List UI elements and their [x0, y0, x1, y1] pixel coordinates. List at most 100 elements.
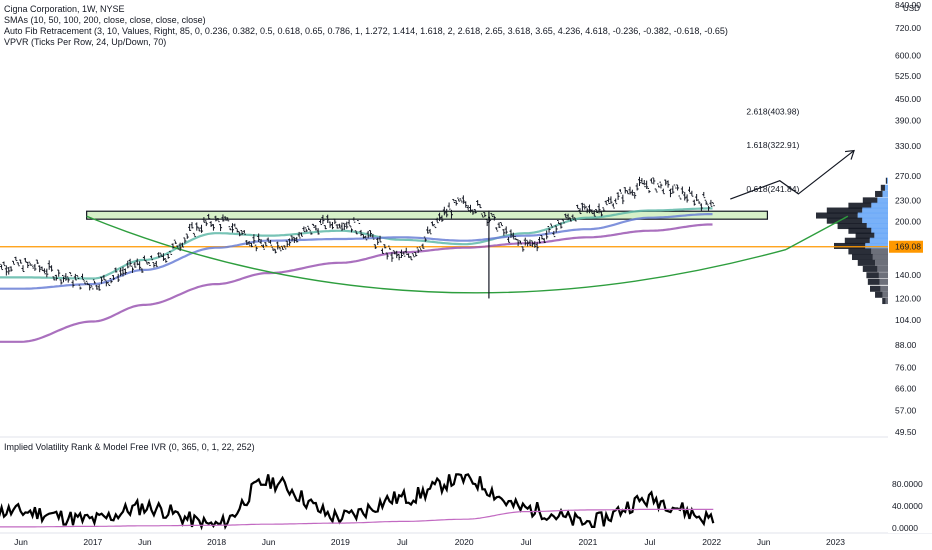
- vpvr-bin-down: [875, 291, 883, 298]
- vpvr-bin-up: [884, 184, 888, 191]
- time-tick-label: 2023: [826, 537, 845, 547]
- price-bar: [190, 222, 194, 229]
- price-bar: [376, 237, 380, 245]
- price-bar: [461, 195, 465, 204]
- price-bar: [454, 200, 458, 206]
- price-bar: [204, 220, 208, 227]
- price-bar: [657, 183, 661, 188]
- price-bar: [676, 184, 680, 191]
- vpvr-bin-down: [852, 253, 873, 261]
- price-bar: [597, 203, 601, 214]
- price-bar: [687, 186, 691, 194]
- price-bar: [307, 225, 311, 230]
- price-bar: [464, 201, 468, 208]
- vpvr-bin-down: [826, 217, 863, 224]
- price-bar: [304, 227, 308, 232]
- price-bar: [11, 260, 15, 265]
- price-tick-label: 140.00: [895, 270, 921, 280]
- vpvr-bin-down: [826, 207, 863, 214]
- price-bar: [259, 239, 263, 246]
- price-bar: [526, 239, 530, 247]
- price-bar: [433, 224, 437, 229]
- vpvr-bin-down: [862, 265, 878, 272]
- price-bar: [147, 261, 151, 266]
- vpvr-bin-down: [848, 227, 872, 234]
- price-bar: [309, 230, 313, 235]
- price-bar: [19, 259, 23, 264]
- price-bar: [419, 246, 423, 251]
- price-bar: [154, 260, 158, 267]
- vpvr-bin-up: [875, 259, 888, 266]
- price-bars: [0, 176, 715, 299]
- price-bar: [592, 210, 596, 217]
- price-bar: [626, 190, 630, 195]
- price-bar: [347, 219, 351, 227]
- price-bar: [176, 245, 180, 250]
- price-bar: [507, 236, 511, 243]
- price-bar: [150, 255, 154, 261]
- ivr-axis: 80.0000 40.0000 0.0000: [892, 479, 923, 533]
- vpvr-bin-down: [848, 202, 872, 209]
- price-bar: [352, 217, 356, 223]
- vpvr-bin-up: [872, 253, 888, 261]
- price-bar: [523, 237, 527, 246]
- price-bar: [399, 249, 403, 258]
- price-bar: [7, 267, 11, 275]
- price-bar: [521, 246, 525, 252]
- price-bar: [200, 224, 204, 233]
- price-bar: [416, 247, 420, 254]
- price-bar: [566, 213, 570, 221]
- price-bar: [430, 221, 434, 227]
- vpvr-bin-down: [834, 242, 866, 249]
- price-bar: [47, 260, 51, 270]
- price-bar: [261, 244, 265, 250]
- fib-level-label: 2.618(403.98): [746, 106, 799, 116]
- price-bar: [457, 197, 461, 202]
- price-bar: [511, 232, 515, 240]
- price-bar: [366, 230, 370, 239]
- time-tick-label: 2022: [702, 537, 721, 547]
- price-bar: [599, 211, 603, 217]
- price-bar: [576, 204, 580, 210]
- price-bar: [635, 183, 639, 191]
- price-bar: [668, 188, 672, 198]
- price-bar: [178, 242, 182, 252]
- price-bar: [533, 241, 537, 248]
- ivr-line: [0, 473, 715, 531]
- price-bar: [54, 274, 58, 281]
- price-bar: [131, 265, 135, 273]
- price-tick-label: 57.00: [895, 406, 917, 416]
- fib-level-label: 1.618(322.91): [746, 140, 799, 150]
- vpvr-bin-down: [857, 259, 876, 266]
- price-bar: [492, 214, 496, 221]
- price-bar: [647, 188, 651, 194]
- price-bar: [402, 251, 406, 257]
- price-bar: [580, 202, 584, 211]
- price-bar: [140, 268, 144, 273]
- price-bar: [171, 243, 175, 249]
- price-bar: [228, 226, 232, 231]
- price-bar: [645, 180, 649, 189]
- price-bar: [380, 248, 384, 254]
- vpvr-bin-up: [871, 248, 888, 255]
- price-bar: [509, 229, 513, 238]
- price-bar: [661, 188, 665, 195]
- price-bar: [95, 284, 99, 290]
- price-bar: [428, 228, 432, 235]
- price-tick-label: 120.00: [895, 293, 921, 303]
- price-bar: [435, 217, 439, 224]
- price-bar: [407, 253, 411, 258]
- price-bar: [568, 217, 572, 222]
- time-tick-label: Jun: [757, 537, 771, 547]
- price-bar: [57, 269, 61, 277]
- price-bar: [445, 208, 449, 218]
- price-bar: [685, 194, 689, 203]
- current-price-label: 169.08: [895, 242, 921, 252]
- price-bar: [254, 244, 258, 252]
- price-bar: [104, 279, 108, 287]
- price-bar: [0, 263, 1, 265]
- price-bar: [397, 253, 401, 261]
- price-bar: [504, 226, 508, 235]
- price-bar: [276, 241, 280, 250]
